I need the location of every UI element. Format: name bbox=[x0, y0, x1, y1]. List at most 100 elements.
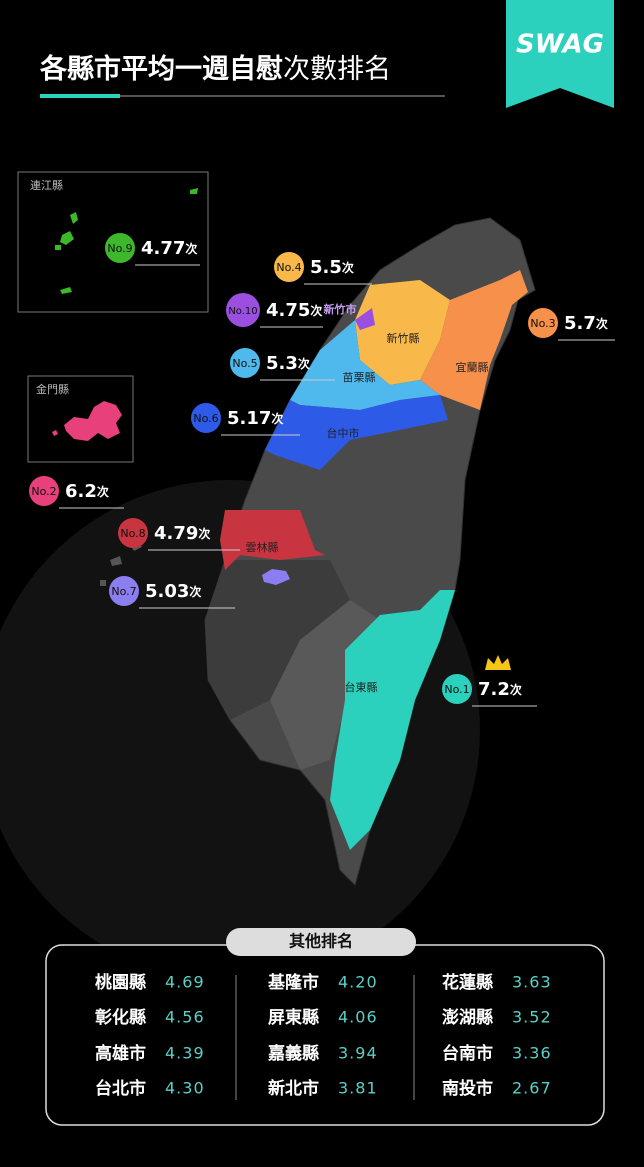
county-name: 桃園縣 bbox=[95, 972, 146, 993]
value: 5.3 bbox=[266, 353, 298, 374]
county-value: 4.69 bbox=[165, 973, 205, 992]
county-name: 彰化縣 bbox=[95, 1007, 146, 1028]
value: 4.75 bbox=[266, 300, 310, 321]
county-name: 南投市 bbox=[442, 1078, 493, 1099]
unit: 次 bbox=[510, 682, 522, 697]
value: 5.7 bbox=[564, 313, 596, 334]
rank-badge bbox=[109, 576, 139, 606]
value: 5.5 bbox=[310, 257, 342, 278]
rank-label: No.4 bbox=[276, 261, 301, 274]
title: 各縣市平均一週自慰次數排名 bbox=[39, 53, 391, 85]
rank-value: 5.03次 bbox=[145, 581, 201, 602]
rank-badge bbox=[105, 233, 135, 263]
rank-value: 5.5次 bbox=[310, 257, 354, 278]
rank-label: No.9 bbox=[107, 242, 132, 255]
penghu-islands bbox=[100, 541, 142, 586]
county-label: 台中市 bbox=[327, 426, 360, 440]
county-value: 3.81 bbox=[338, 1079, 378, 1098]
rank-value: 4.75次 bbox=[266, 300, 322, 321]
county-value: 3.63 bbox=[512, 973, 552, 992]
value: 4.77 bbox=[141, 238, 185, 259]
taitung bbox=[330, 590, 455, 850]
county-label: 台東縣 bbox=[345, 680, 378, 694]
rank-badge bbox=[191, 403, 221, 433]
inset-box bbox=[17, 171, 209, 313]
kinmen-island bbox=[52, 401, 122, 441]
rank-value: 4.77次 bbox=[141, 238, 197, 259]
county-value: 4.39 bbox=[165, 1044, 205, 1063]
other-ranking-title: 其他排名 bbox=[289, 932, 353, 951]
logo-badge bbox=[506, 0, 614, 108]
rank-label: No.2 bbox=[31, 485, 56, 498]
county-name: 新北市 bbox=[268, 1078, 319, 1099]
county-name: 嘉義縣 bbox=[267, 1043, 319, 1064]
taichung bbox=[265, 395, 448, 470]
crown bbox=[485, 655, 511, 670]
logo: SWAG bbox=[516, 30, 604, 60]
rank-badge bbox=[118, 518, 148, 548]
unit: 次 bbox=[189, 584, 201, 599]
yilan bbox=[420, 270, 528, 410]
inset-box bbox=[27, 375, 134, 463]
county-value: 3.52 bbox=[512, 1008, 552, 1027]
value: 4.79 bbox=[154, 523, 198, 544]
unit: 次 bbox=[342, 260, 354, 275]
hsinchu-county bbox=[355, 280, 450, 385]
rank-badge bbox=[528, 308, 558, 338]
unit: 次 bbox=[97, 484, 109, 499]
county-shape bbox=[205, 560, 350, 720]
county-label: 宜蘭縣 bbox=[456, 360, 489, 374]
county-name: 澎湖縣 bbox=[442, 1007, 493, 1028]
unit: 次 bbox=[310, 303, 322, 318]
rank-label: No.10 bbox=[228, 306, 257, 317]
rank-label: No.6 bbox=[193, 412, 218, 425]
rank-label: No.8 bbox=[120, 527, 145, 540]
rank-label: No.5 bbox=[232, 357, 257, 370]
county-value: 4.30 bbox=[165, 1079, 205, 1098]
county-value: 4.20 bbox=[338, 973, 378, 992]
county-value: 4.56 bbox=[165, 1008, 205, 1027]
unit: 次 bbox=[298, 356, 310, 371]
rank-label: No.1 bbox=[444, 683, 469, 696]
rank-value: 7.2次 bbox=[478, 679, 522, 700]
county-name: 台北市 bbox=[95, 1078, 146, 1099]
unit: 次 bbox=[596, 316, 608, 331]
county-value: 3.94 bbox=[338, 1044, 378, 1063]
inset-label: 金門縣 bbox=[36, 382, 69, 396]
hsinchu-city bbox=[355, 308, 375, 330]
county-label: 苗栗縣 bbox=[343, 371, 376, 384]
county-value: 3.36 bbox=[512, 1044, 552, 1063]
miaoli bbox=[290, 320, 440, 410]
rank-value: 4.79次 bbox=[154, 523, 210, 544]
rank-label: No.7 bbox=[111, 585, 136, 598]
value: 5.17 bbox=[227, 408, 271, 429]
county-name: 台南市 bbox=[442, 1043, 493, 1064]
county-name: 屏東縣 bbox=[268, 1007, 319, 1028]
rank-badge bbox=[226, 293, 260, 327]
county-name: 花蓮縣 bbox=[442, 972, 493, 993]
unit: 次 bbox=[185, 241, 197, 256]
rank-badge bbox=[230, 348, 260, 378]
county-value: 2.67 bbox=[512, 1079, 552, 1098]
rank-label: No.3 bbox=[530, 317, 555, 330]
county-label: 雲林縣 bbox=[246, 540, 279, 554]
rank-badge bbox=[442, 674, 472, 704]
rank-value: 5.17次 bbox=[227, 408, 283, 429]
value: 6.2 bbox=[65, 481, 97, 502]
county-label: 新竹縣 bbox=[387, 331, 420, 345]
other-ranking-pill bbox=[226, 928, 416, 956]
unit: 次 bbox=[198, 526, 210, 541]
yunlin bbox=[220, 510, 325, 570]
chiayi-city bbox=[262, 569, 290, 585]
county-label: 新竹市 bbox=[324, 302, 357, 316]
rank-value: 6.2次 bbox=[65, 481, 109, 502]
county-value: 4.06 bbox=[338, 1008, 378, 1027]
rank-value: 5.3次 bbox=[266, 353, 310, 374]
rank-badge bbox=[274, 252, 304, 282]
rank-value: 5.7次 bbox=[564, 313, 608, 334]
unit: 次 bbox=[271, 411, 283, 426]
value: 5.03 bbox=[145, 581, 189, 602]
county-name: 高雄市 bbox=[95, 1043, 146, 1064]
value: 7.2 bbox=[478, 679, 510, 700]
